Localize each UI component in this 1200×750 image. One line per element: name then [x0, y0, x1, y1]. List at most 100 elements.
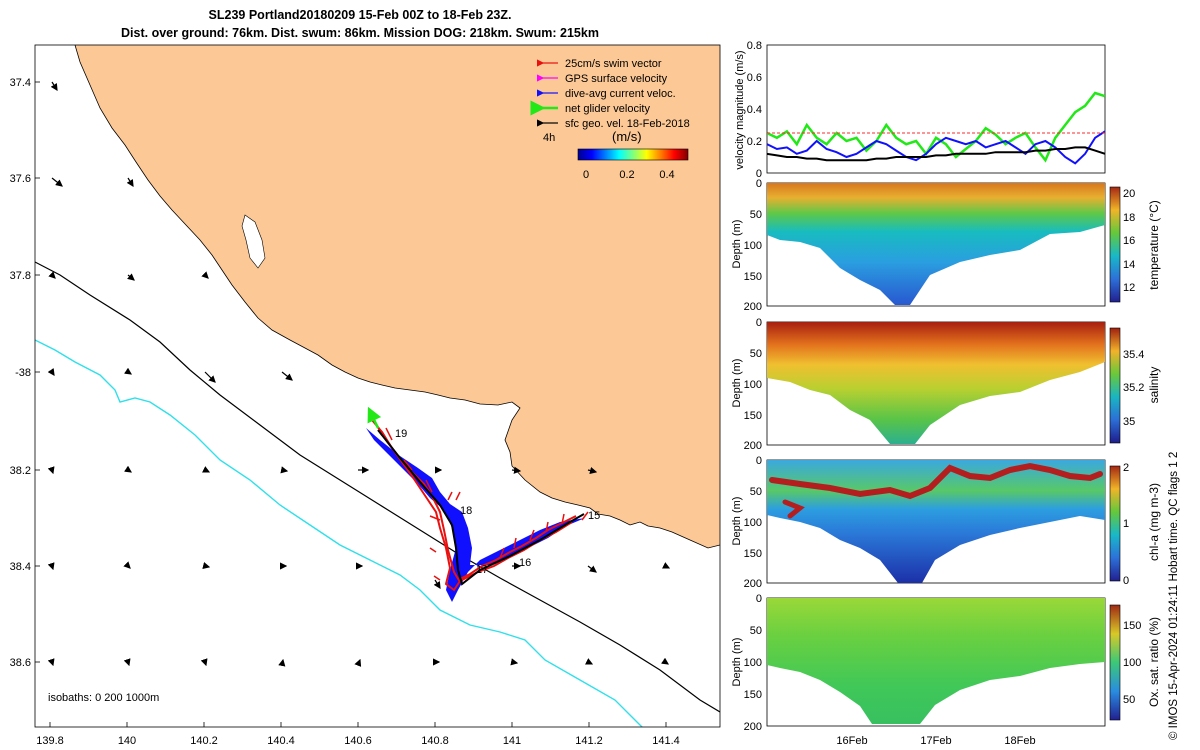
ox-cbar-label: Ox. sat. ratio (%) — [1147, 617, 1161, 707]
geo-velocity-arrows — [47, 81, 671, 667]
temp-cbar-0: 12 — [1123, 282, 1135, 294]
figure-title: SL239 Portland20180209 15-Feb 00Z to 18-… — [0, 6, 720, 42]
velocity-panel: 0 0.2 0.4 0.6 0.8 velocity magnitude (m/… — [734, 40, 1106, 180]
vel-ytick-1: 0.2 — [747, 136, 762, 148]
section-xtick-2: 18Feb — [1004, 735, 1035, 747]
map-xtick-5: 140.8 — [421, 735, 449, 747]
sal-ytick-1: 50 — [750, 348, 762, 360]
isobath-200m — [35, 261, 720, 713]
map-ytick-5: 38.4 — [10, 561, 31, 573]
vel-ytick-4: 0.8 — [747, 40, 762, 52]
day-marker-17: 17 — [476, 564, 488, 576]
temp-cbar-label: temperature (°C) — [1147, 200, 1161, 290]
day-marker-16: 16 — [519, 557, 531, 569]
sal-ytick-3: 150 — [744, 410, 762, 422]
map-ytick-0: 37.4 — [10, 77, 31, 89]
section-xtick-0: 16Feb — [836, 735, 867, 747]
salinity-section: 0 50 100 150 200 Depth (m) 35 35.2 35.4 … — [731, 317, 1161, 452]
temp-ylabel: Depth (m) — [731, 220, 743, 269]
sal-cbar-label: salinity — [1147, 367, 1161, 404]
ox-cbar-0: 50 — [1123, 694, 1135, 706]
legend-gps-velocity: GPS surface velocity — [565, 73, 668, 85]
chl-ytick-2: 100 — [744, 517, 762, 529]
temp-ytick-3: 150 — [744, 271, 762, 283]
map-y-axis — [35, 81, 40, 663]
chl-ytick-0: 0 — [756, 455, 762, 467]
day-marker-15: 15 — [588, 510, 600, 522]
temp-cbar-2: 16 — [1123, 235, 1135, 247]
swim-vector-ticks — [385, 427, 589, 581]
temp-ytick-4: 200 — [744, 301, 762, 313]
chl-cbar-2: 2 — [1123, 462, 1129, 474]
map-xtick-3: 140.4 — [267, 735, 295, 747]
legend-cbar-tick-2: 0.4 — [659, 169, 674, 181]
map-ytick-1: 37.6 — [10, 173, 31, 185]
map-xtick-8: 141.4 — [652, 735, 680, 747]
legend-geo-velocity: sfc geo. vel. 18-Feb-2018 — [565, 118, 690, 130]
temp-cbar-4: 20 — [1123, 188, 1135, 200]
ox-ytick-4: 200 — [744, 721, 762, 733]
sal-cbar-2: 35.4 — [1123, 349, 1144, 361]
ox-ytick-2: 100 — [744, 657, 762, 669]
velocity-series-2 — [767, 146, 1105, 162]
temp-cbar-3: 18 — [1123, 212, 1135, 224]
map-xtick-7: 141.2 — [575, 735, 603, 747]
dive-avg-current-band — [366, 428, 585, 602]
land-area — [75, 45, 720, 548]
title-line-1: SL239 Portland20180209 15-Feb 00Z to 18-… — [208, 8, 512, 22]
chla-section: 0 50 100 150 200 Depth (m) 0 1 2 chl-a (… — [731, 455, 1161, 590]
day-marker-18: 18 — [460, 505, 472, 517]
chl-ytick-4: 200 — [744, 578, 762, 590]
isobath-1000m — [35, 339, 643, 727]
vel-ylabel: velocity magnitude (m/s) — [734, 50, 746, 169]
oxygen-section: 0 50 100 150 200 Depth (m) 50 100 150 Ox… — [731, 593, 1161, 747]
vel-ytick-2: 0.4 — [747, 104, 762, 116]
sal-cbar-0: 35 — [1123, 416, 1135, 428]
temp-ytick-1: 50 — [750, 209, 762, 221]
map-frame — [34, 44, 721, 728]
map-x-axis — [49, 722, 667, 727]
isobaths-note: isobaths: 0 200 1000m — [48, 692, 159, 704]
velocity-series-1 — [767, 130, 1105, 165]
map-ytick-2: 37.8 — [10, 270, 31, 282]
legend-net-glider-velocity: net glider velocity — [565, 103, 650, 115]
temp-ytick-2: 100 — [744, 240, 762, 252]
temp-cbar-1: 14 — [1123, 259, 1135, 271]
sal-cbar-1: 35.2 — [1123, 382, 1144, 394]
legend-colorbar-unit: (m/s) — [612, 129, 642, 144]
vel-ytick-0: 0 — [756, 168, 762, 180]
ox-cbar-2: 150 — [1123, 620, 1141, 632]
title-line-2: Dist. over ground: 76km. Dist. swum: 86k… — [121, 26, 599, 40]
ox-cbar-1: 100 — [1123, 657, 1141, 669]
net-track-line — [377, 429, 585, 586]
coastline — [74, 45, 720, 549]
map-ytick-6: 38.6 — [10, 657, 31, 669]
legend-dive-avg-current: dive-avg current veloc. — [565, 88, 676, 100]
velocity-series-0 — [767, 91, 1105, 163]
temperature-section: 0 50 100 150 200 Depth (m) 12 14 16 18 2… — [731, 178, 1161, 313]
copyright-note: © IMOS 15-Apr-2024 01:24:11 Hobart time.… — [1168, 451, 1180, 740]
map-xtick-1: 140 — [118, 735, 136, 747]
legend-colorbar — [577, 148, 689, 161]
lake — [241, 214, 266, 269]
legend-swim-vector: 25cm/s swim vector — [565, 58, 662, 70]
net-velocity-arrow — [367, 406, 382, 429]
chl-ylabel: Depth (m) — [731, 497, 743, 546]
map-ytick-4: 38.2 — [10, 465, 31, 477]
map-ytick-3: -38 — [15, 367, 31, 379]
ox-ylabel: Depth (m) — [731, 638, 743, 687]
map-xtick-0: 139.8 — [36, 735, 64, 747]
sal-ytick-2: 100 — [744, 379, 762, 391]
map-xtick-6: 141 — [503, 735, 521, 747]
day-marker-19: 19 — [395, 428, 407, 440]
map-xtick-2: 140.2 — [190, 735, 218, 747]
section-xtick-1: 17Feb — [920, 735, 951, 747]
chl-cbar-1: 1 — [1123, 518, 1129, 530]
sal-ytick-4: 200 — [744, 440, 762, 452]
map-legend: 25cm/s swim vector GPS surface velocity … — [530, 58, 690, 181]
chl-cbar-label: chl-a (mg m-3) — [1147, 483, 1161, 561]
legend-time-label: 4h — [543, 132, 555, 144]
legend-cbar-tick-1: 0.2 — [619, 169, 634, 181]
